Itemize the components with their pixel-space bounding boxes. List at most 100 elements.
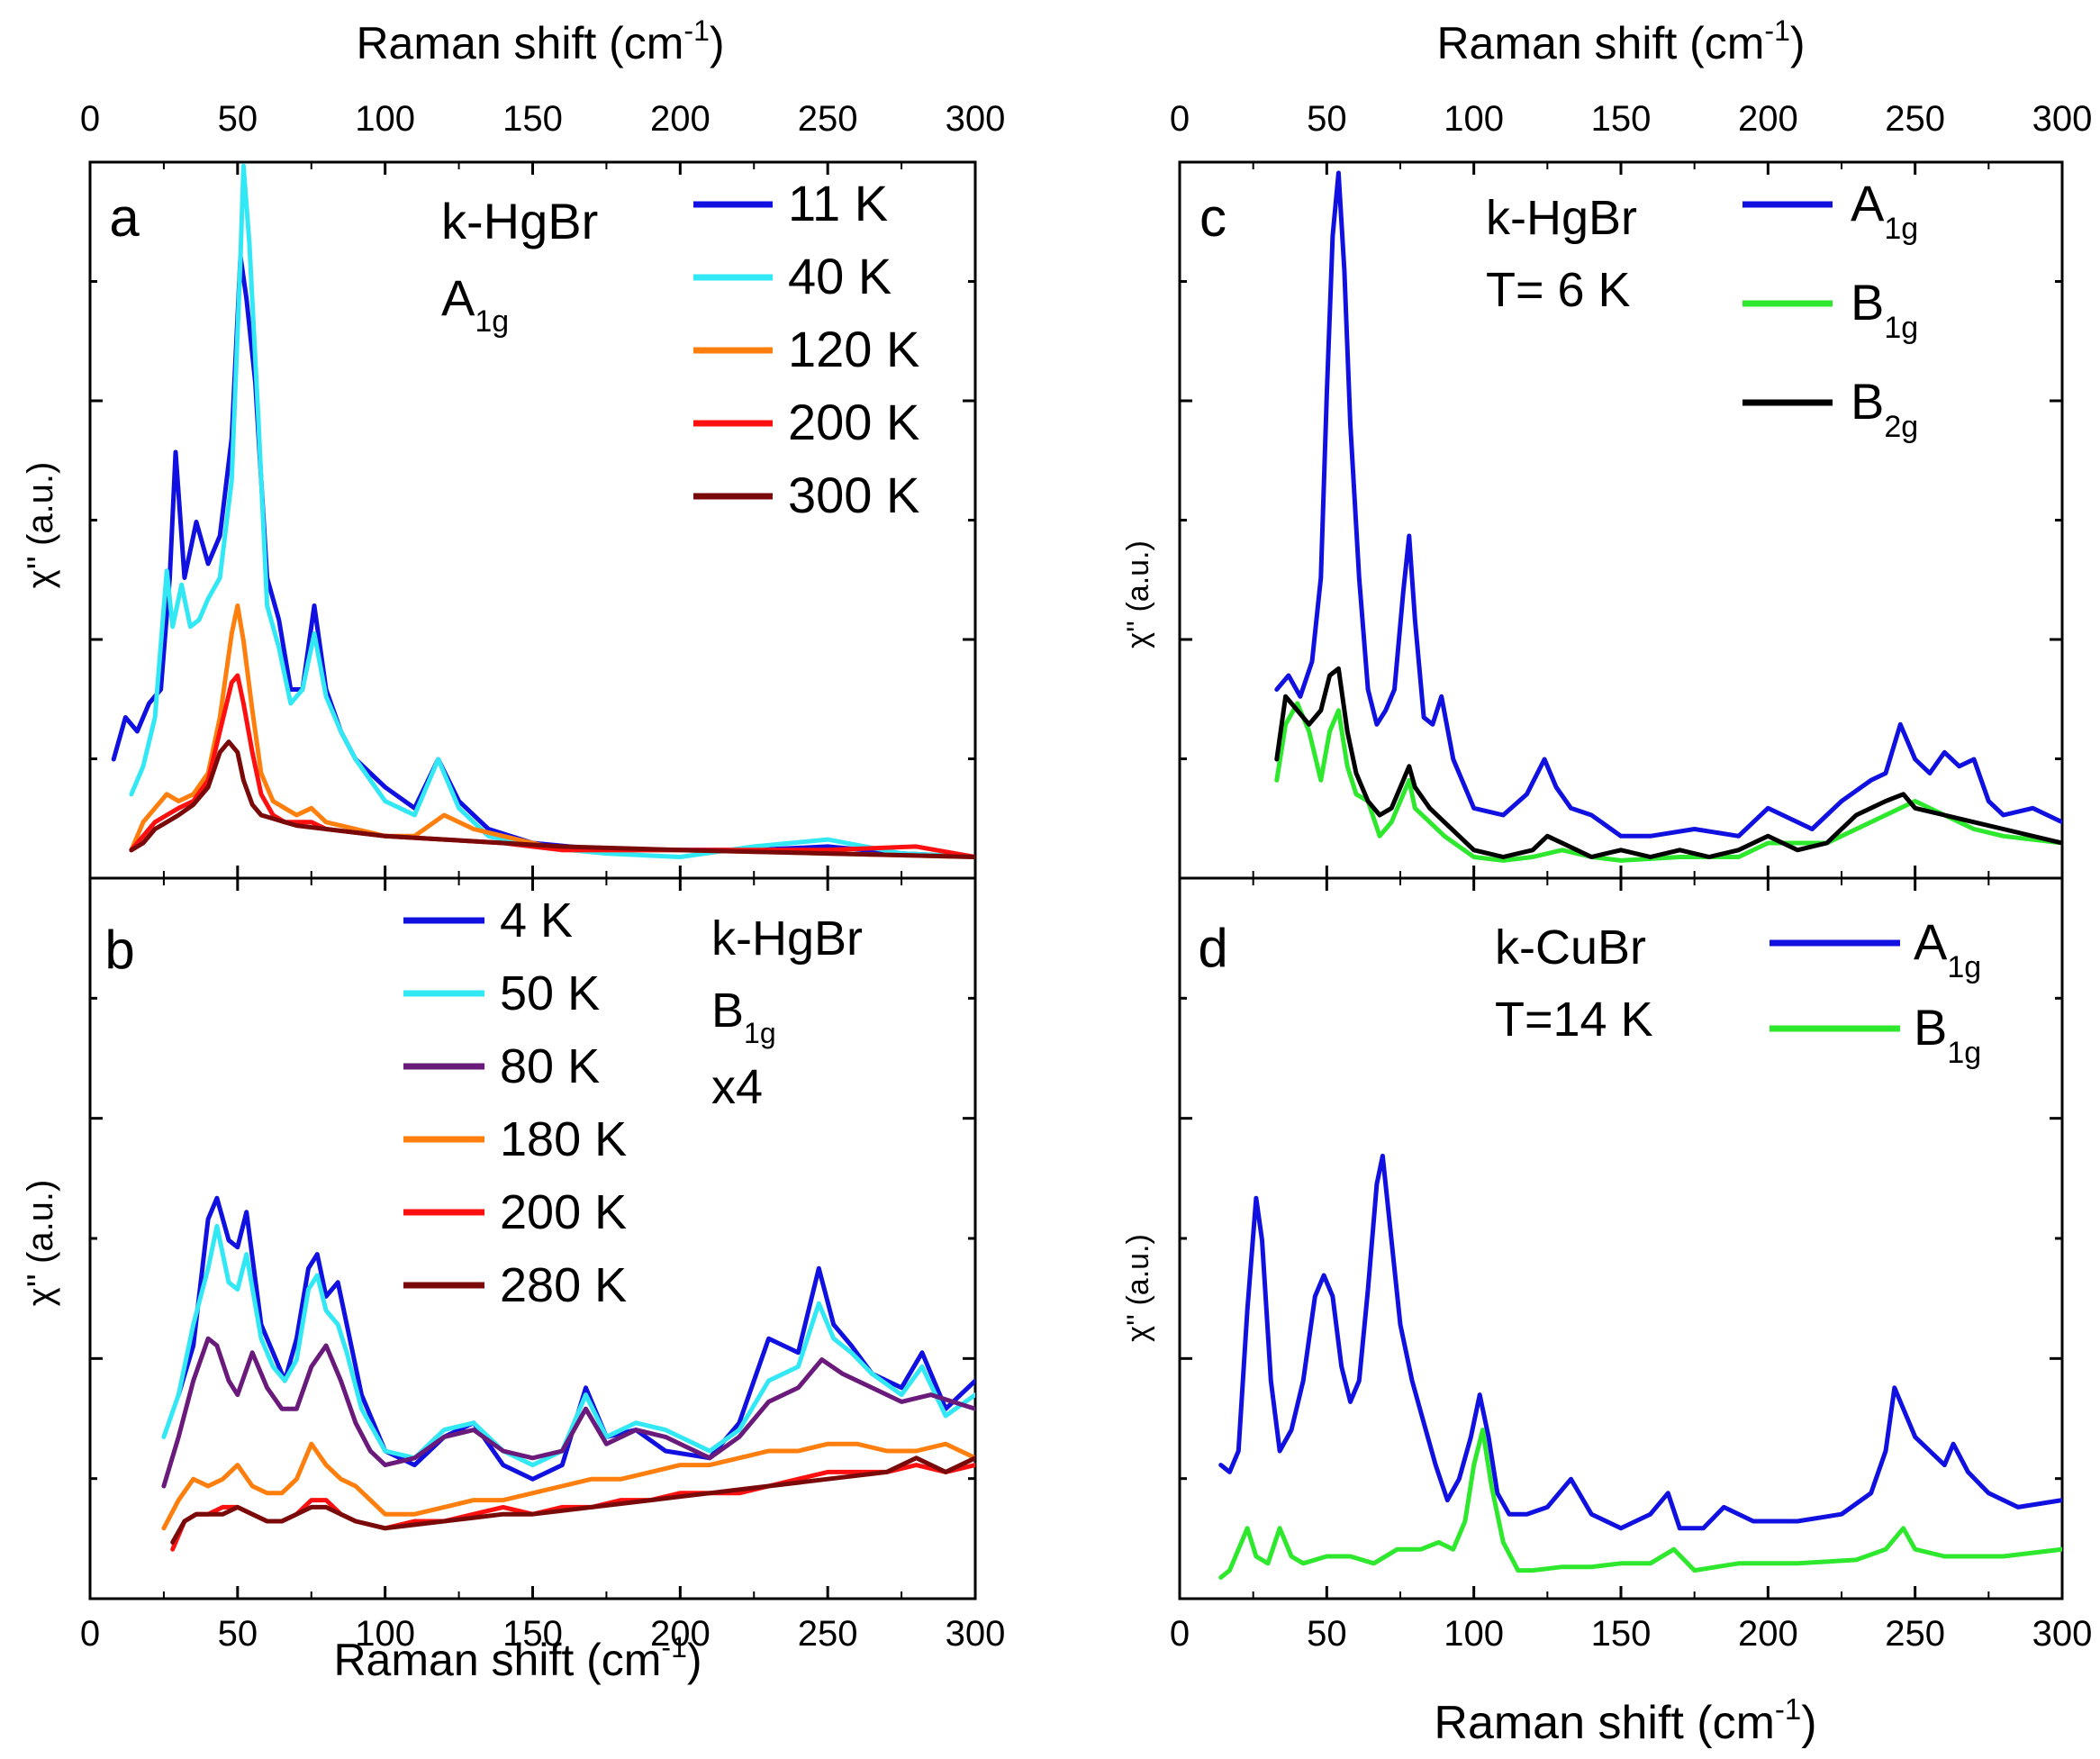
legend-label: 200 K <box>788 394 919 450</box>
bottom-axis-label-left: Raman shift (cm-1) <box>333 1631 702 1685</box>
legend-label: A1g <box>1851 175 1918 246</box>
series-line-b1g <box>1218 1428 2062 1580</box>
x-tick-label-top: 0 <box>80 99 100 139</box>
annotation-symmetry: A1g <box>441 269 509 339</box>
legend-label-sub: 1g <box>1947 1036 1981 1070</box>
legend-label: 280 K <box>500 1258 627 1312</box>
series-line-b1g <box>1274 701 2062 863</box>
series-line-b2g <box>1274 666 2062 859</box>
x-tick-label-top: 300 <box>946 99 1006 139</box>
series-line-180-k <box>161 1441 975 1531</box>
legend-label-sub: 2g <box>1884 410 1918 444</box>
series-line-50-k <box>161 1223 975 1468</box>
panel-letter: b <box>104 920 134 980</box>
x-tick-label: 250 <box>798 1614 858 1654</box>
y-axis-label-c: χ'' (a.u.) <box>1121 540 1155 648</box>
x-tick-label: 300 <box>2032 1614 2093 1654</box>
x-tick-label-top: 200 <box>650 99 711 139</box>
series-line-4-k <box>176 1195 975 1482</box>
legend-label: 180 K <box>500 1112 627 1166</box>
x-tick-label-top: 100 <box>355 99 415 139</box>
y-axis-label-b: χ'' (a.u.) <box>21 1180 60 1307</box>
x-tick-label: 0 <box>1170 1614 1190 1654</box>
plot-frame <box>1178 876 2064 1600</box>
legend-label: 200 K <box>500 1185 627 1239</box>
series-line-80-k <box>161 1336 975 1489</box>
legend-label: B1g <box>1914 999 1981 1070</box>
annotation-sample: k-HgBr <box>441 193 598 249</box>
annotation-symmetry-sub: 1g <box>744 1017 776 1049</box>
legend-label: B1g <box>1851 274 1918 345</box>
series-line-a1g <box>1218 1153 2062 1531</box>
series-group <box>1274 170 2062 863</box>
legend-label: 80 K <box>500 1039 600 1093</box>
annotation-symmetry-sub: 1g <box>475 304 509 339</box>
y-axis-label-a: χ'' (a.u.) <box>21 462 60 589</box>
x-tick-label-top: 200 <box>1738 99 1798 139</box>
annotation-temperature: T= 6 K <box>1486 263 1631 317</box>
x-tick-label-top: 50 <box>218 99 258 139</box>
legend-label: 11 K <box>788 175 888 231</box>
panel-letter: d <box>1198 918 1227 978</box>
x-tick-label: 300 <box>946 1614 1006 1654</box>
legend-label-letter: B <box>1851 373 1884 430</box>
x-tick-label-top: 150 <box>502 99 563 139</box>
legend-label-letter: B <box>1851 274 1884 331</box>
y-axis-label-d: χ'' (a.u.) <box>1121 1234 1155 1342</box>
panel-letter: a <box>109 187 140 248</box>
x-tick-label-top: 100 <box>1444 99 1504 139</box>
legend-label-letter: B <box>1914 999 1947 1056</box>
legend-label: 50 K <box>500 966 600 1020</box>
top-axis-label-left: Raman shift (cm-1) <box>356 14 724 68</box>
annotation-sample: k-HgBr <box>711 911 863 966</box>
legend-label: 40 K <box>788 248 892 304</box>
x-tick-label: 100 <box>355 1614 415 1654</box>
panel-b: 0 50 100 150 200 250 300 b k-HgBr B1g x4 4 K 50 K 80 … <box>80 876 1006 1654</box>
x-tick-label: 50 <box>218 1614 258 1654</box>
panel-a: 0 50 100 150 200 250 300 a k-HgBr A1g 11 K 40 K 120 … <box>80 99 1006 880</box>
legend-label-letter: A <box>1851 175 1885 231</box>
annotation-symmetry-letter: A <box>441 269 475 326</box>
x-tick-label: 150 <box>502 1614 563 1654</box>
legend-label: A1g <box>1914 913 1981 984</box>
x-tick-label: 50 <box>1307 1614 1347 1654</box>
series-group <box>111 163 975 859</box>
series-line-200-k <box>129 673 975 859</box>
legend-label-letter: A <box>1914 913 1948 970</box>
x-tick-label: 200 <box>1738 1614 1798 1654</box>
x-tick-label-top: 300 <box>2032 99 2093 139</box>
panel-letter: c <box>1199 187 1227 248</box>
series-group <box>1218 1153 2062 1580</box>
annotation-sample: k-CuBr <box>1495 920 1646 975</box>
x-tick-label: 100 <box>1444 1614 1504 1654</box>
top-axis-label-right: Raman shift (cm-1) <box>1436 14 1805 68</box>
series-line-300-k <box>129 739 975 859</box>
bottom-axis-label-right: Raman shift (cm-1) <box>1434 1692 1816 1749</box>
x-tick-label: 250 <box>1885 1614 1945 1654</box>
x-tick-label: 0 <box>80 1614 100 1654</box>
legend-label-sub: 1g <box>1884 311 1918 345</box>
annotation-symmetry: B1g <box>711 984 776 1049</box>
annotation-temperature: T=14 K <box>1495 993 1653 1047</box>
annotation-sample: k-HgBr <box>1486 191 1637 245</box>
legend-label: 300 K <box>788 467 919 523</box>
x-tick-label: 200 <box>650 1614 711 1654</box>
legend-label: 4 K <box>500 893 573 948</box>
x-tick-label-top: 50 <box>1307 99 1347 139</box>
x-tick-label-top: 0 <box>1170 99 1190 139</box>
series-line-a1g <box>1274 170 2062 839</box>
x-tick-label-top: 250 <box>1885 99 1945 139</box>
legend-label-sub: 1g <box>1884 212 1918 246</box>
x-tick-label-top: 150 <box>1591 99 1652 139</box>
legend-label: 120 K <box>788 321 919 377</box>
x-tick-label-top: 250 <box>798 99 858 139</box>
series-line-120-k <box>129 603 975 859</box>
legend-label: B2g <box>1851 373 1918 444</box>
annotation-scale: x4 <box>711 1060 763 1114</box>
legend-label-sub: 1g <box>1947 950 1981 984</box>
series-line-280-k <box>170 1455 975 1545</box>
series-group <box>161 1195 975 1552</box>
